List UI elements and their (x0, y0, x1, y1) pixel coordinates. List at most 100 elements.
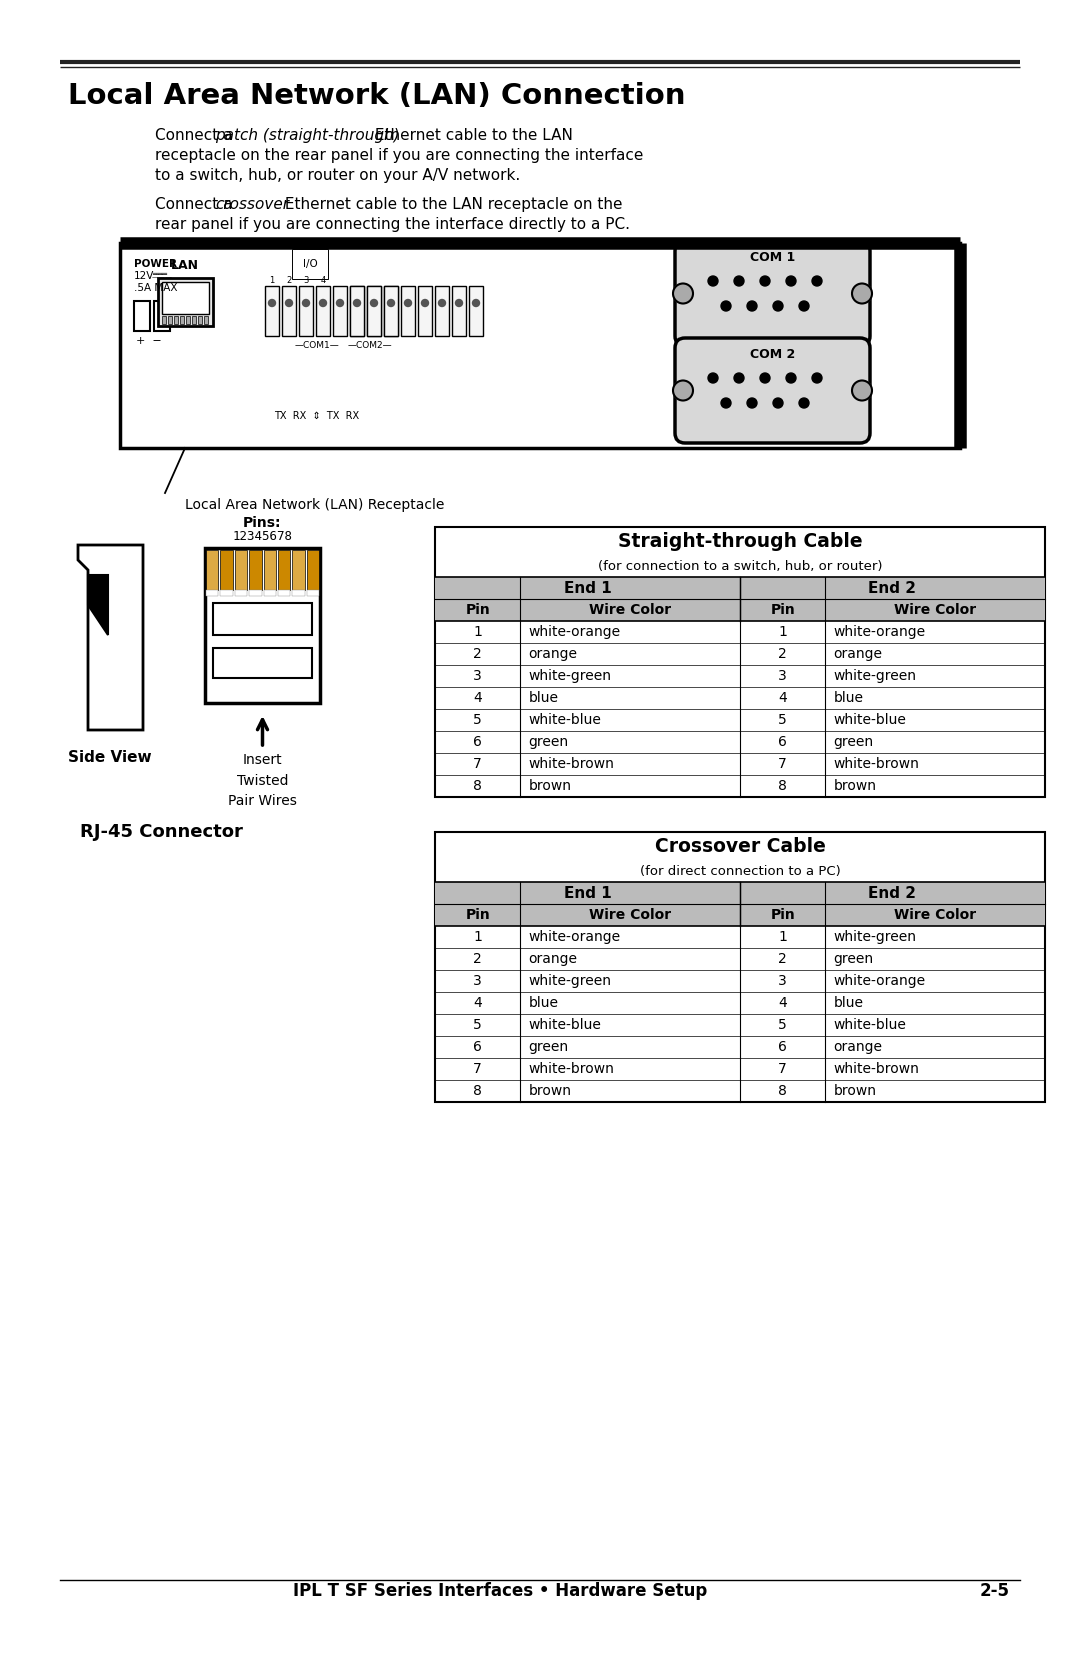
Bar (435, 833, 1045, 1102)
Text: white-brown: white-brown (834, 1061, 919, 1077)
Text: 4: 4 (321, 275, 326, 285)
Text: POWER: POWER (134, 259, 177, 269)
Bar (293, 591, 305, 596)
Circle shape (370, 299, 378, 307)
Text: white-blue: white-blue (834, 713, 906, 728)
Text: brown: brown (528, 1083, 571, 1098)
Bar (198, 315, 202, 324)
Text: TX  RX  ⇕  TX  RX: TX RX ⇕ TX RX (274, 411, 360, 421)
Bar (435, 577, 1045, 621)
Text: 2: 2 (473, 648, 482, 661)
Text: patch (straight-through): patch (straight-through) (215, 129, 400, 144)
Text: End 1: End 1 (564, 886, 611, 901)
Circle shape (812, 372, 822, 382)
Text: RJ-45 Connector: RJ-45 Connector (80, 823, 243, 841)
Text: Ethernet cable to the LAN receptacle on the: Ethernet cable to the LAN receptacle on … (280, 197, 622, 212)
Text: white-green: white-green (834, 669, 917, 683)
Circle shape (473, 299, 480, 307)
Text: orange: orange (528, 648, 578, 661)
Text: Straight-through Cable: Straight-through Cable (618, 531, 862, 551)
Circle shape (388, 299, 394, 307)
Text: Side View: Side View (68, 749, 152, 764)
Text: 1: 1 (473, 624, 482, 639)
Text: white-brown: white-brown (528, 1061, 615, 1077)
Bar (249, 591, 261, 596)
Text: 1: 1 (269, 275, 274, 285)
Text: 8: 8 (779, 1083, 787, 1098)
Text: —COM2—: —COM2— (348, 340, 392, 350)
Circle shape (708, 275, 718, 285)
Text: brown: brown (834, 1083, 876, 1098)
Text: blue: blue (834, 691, 863, 704)
Circle shape (285, 299, 293, 307)
Circle shape (320, 299, 326, 307)
Text: receptacle on the rear panel if you are connecting the interface: receptacle on the rear panel if you are … (156, 149, 644, 164)
Circle shape (786, 372, 796, 382)
Bar (278, 591, 291, 596)
Bar (350, 285, 364, 335)
Text: 7: 7 (473, 1061, 482, 1077)
Text: I/O: I/O (302, 259, 318, 269)
Text: 7: 7 (473, 758, 482, 771)
Text: Wire Color: Wire Color (589, 908, 672, 921)
Bar (205, 547, 320, 703)
Text: 5: 5 (473, 713, 482, 728)
Text: Local Area Network (LAN) Receptacle: Local Area Network (LAN) Receptacle (185, 497, 444, 512)
Text: blue: blue (528, 996, 558, 1010)
Circle shape (786, 275, 796, 285)
Text: green: green (834, 951, 874, 966)
Text: green: green (834, 734, 874, 749)
Text: 2: 2 (286, 275, 292, 285)
Text: green: green (528, 1040, 568, 1055)
Text: Pin: Pin (465, 908, 490, 921)
Text: 2-5: 2-5 (980, 1582, 1010, 1601)
Circle shape (721, 397, 731, 407)
Text: white-blue: white-blue (834, 1018, 906, 1031)
Text: End 2: End 2 (868, 886, 917, 901)
Circle shape (421, 299, 429, 307)
Text: End 2: End 2 (868, 581, 917, 596)
Text: white-orange: white-orange (528, 930, 621, 945)
Text: 7: 7 (779, 758, 787, 771)
Text: white-orange: white-orange (834, 624, 926, 639)
Text: Ethernet cable to the LAN: Ethernet cable to the LAN (370, 129, 572, 144)
Text: 4: 4 (473, 996, 482, 1010)
Bar (265, 285, 279, 335)
Text: 4: 4 (779, 691, 787, 704)
Bar (154, 300, 170, 330)
Text: white-orange: white-orange (834, 975, 926, 988)
Bar (293, 551, 305, 591)
Circle shape (760, 372, 770, 382)
Bar (350, 285, 364, 335)
Text: 1: 1 (779, 930, 787, 945)
Bar (435, 527, 1045, 798)
Text: to a switch, hub, or router on your A/V network.: to a switch, hub, or router on your A/V … (156, 169, 521, 184)
Bar (367, 285, 381, 335)
Bar (158, 279, 213, 325)
Bar (435, 285, 449, 335)
Text: white-blue: white-blue (528, 713, 602, 728)
Text: Connect a: Connect a (156, 129, 238, 144)
Text: 8: 8 (779, 779, 787, 793)
Circle shape (370, 299, 378, 307)
Text: Local Area Network (LAN) Connection: Local Area Network (LAN) Connection (68, 82, 686, 110)
Bar (299, 285, 313, 335)
Circle shape (456, 299, 462, 307)
Text: IPL T SF Series Interfaces • Hardware Setup: IPL T SF Series Interfaces • Hardware Se… (293, 1582, 707, 1601)
Text: orange: orange (528, 951, 578, 966)
Text: 8: 8 (473, 1083, 482, 1098)
Polygon shape (87, 576, 108, 634)
Bar (264, 551, 275, 591)
Circle shape (760, 275, 770, 285)
Text: 4: 4 (779, 996, 787, 1010)
Text: Crossover Cable: Crossover Cable (654, 836, 825, 856)
Circle shape (734, 275, 744, 285)
Text: green: green (528, 734, 568, 749)
Text: 5: 5 (779, 713, 787, 728)
Bar (206, 591, 218, 596)
Circle shape (337, 299, 343, 307)
Bar (401, 285, 415, 335)
Bar (333, 285, 347, 335)
Text: .5A MAX: .5A MAX (134, 284, 177, 294)
Text: 12345678: 12345678 (232, 531, 293, 542)
